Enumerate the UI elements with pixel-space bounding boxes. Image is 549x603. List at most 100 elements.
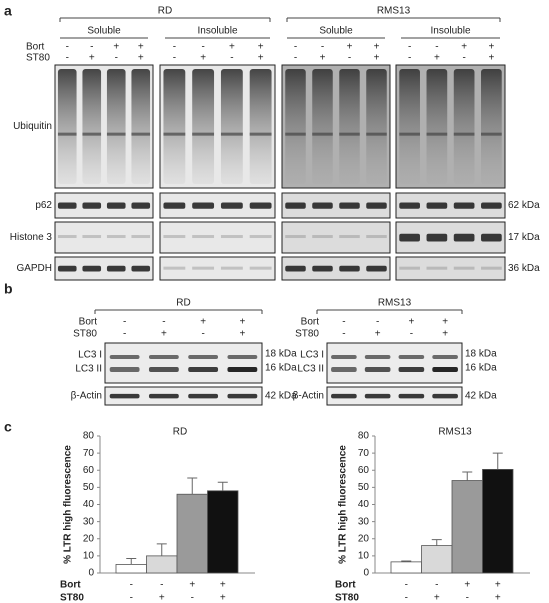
blot <box>104 342 263 384</box>
band <box>364 355 391 359</box>
label: - <box>66 53 69 64</box>
band <box>364 393 391 399</box>
label: + <box>189 580 195 591</box>
label: + <box>138 42 144 53</box>
band <box>312 265 333 272</box>
band <box>312 235 333 239</box>
lane-smear <box>426 69 448 184</box>
error-bar <box>187 477 198 495</box>
label: 0 <box>363 568 369 579</box>
band <box>453 233 475 242</box>
label: - <box>173 42 176 53</box>
label: LC3 II <box>75 364 102 375</box>
label: β-Actin <box>71 391 102 402</box>
bar <box>451 480 483 574</box>
blot <box>395 256 506 281</box>
bar <box>207 490 239 574</box>
label: + <box>442 329 448 340</box>
band <box>364 367 391 372</box>
band <box>331 393 357 399</box>
band <box>109 367 140 372</box>
band <box>163 266 186 270</box>
band <box>399 266 420 270</box>
label: 0 <box>88 568 94 579</box>
label: - <box>90 42 93 53</box>
label: Ubiquitin <box>13 121 52 132</box>
label: - <box>342 329 345 340</box>
lane-smear <box>192 69 215 184</box>
band <box>227 367 258 372</box>
band <box>82 132 102 136</box>
bar <box>390 561 422 574</box>
lane-smear <box>82 69 102 184</box>
band <box>366 235 387 239</box>
label: Bort <box>26 42 45 53</box>
label: - <box>173 53 176 64</box>
band <box>426 202 448 209</box>
label: + <box>347 42 353 53</box>
label: + <box>434 53 440 64</box>
label: % LTR high fluorescence <box>63 445 74 564</box>
band <box>192 266 215 270</box>
lane-smear <box>366 69 387 184</box>
error-bar <box>217 481 228 491</box>
error-bar <box>401 560 412 562</box>
label: RMS13 <box>377 6 411 17</box>
label: + <box>159 593 165 603</box>
label: + <box>442 317 448 328</box>
band <box>249 235 272 239</box>
band <box>227 393 258 399</box>
label: - <box>230 53 233 64</box>
band <box>285 132 306 136</box>
label: - <box>191 593 194 603</box>
label: p62 <box>35 200 52 211</box>
band <box>192 202 215 209</box>
band <box>131 235 151 239</box>
band <box>188 355 219 359</box>
label: 18 kDa <box>265 349 297 360</box>
label: + <box>434 593 440 603</box>
blot <box>54 221 154 254</box>
label: LC3 I <box>300 350 324 361</box>
band <box>188 367 219 372</box>
label: 17 kDa <box>508 232 540 243</box>
lane-smear <box>453 69 475 184</box>
band <box>131 132 151 136</box>
band <box>331 367 357 372</box>
band <box>453 132 475 136</box>
band <box>163 132 186 136</box>
label: 10 <box>83 551 95 562</box>
band <box>398 355 425 359</box>
band <box>57 235 77 239</box>
band <box>312 202 333 209</box>
label: + <box>461 42 467 53</box>
label: + <box>495 580 501 591</box>
label: Bort <box>60 580 81 591</box>
band <box>249 202 272 209</box>
label: 40 <box>358 499 370 510</box>
band <box>163 235 186 239</box>
label: 18 kDa <box>465 349 497 360</box>
band <box>109 355 140 359</box>
label: Bort <box>335 580 356 591</box>
error-bar <box>462 471 473 481</box>
label: + <box>200 53 206 64</box>
band <box>220 235 243 239</box>
blot <box>326 342 463 384</box>
band <box>398 393 425 399</box>
label: - <box>130 593 133 603</box>
label: a <box>4 3 12 19</box>
label: β-Actin <box>293 391 324 402</box>
band <box>148 393 179 399</box>
label: + <box>239 317 245 328</box>
label: - <box>123 317 126 328</box>
band <box>106 265 126 272</box>
error-bar <box>156 543 167 556</box>
label: + <box>89 53 95 64</box>
band <box>481 233 502 242</box>
band <box>220 266 243 270</box>
band <box>285 235 306 239</box>
label: - <box>160 580 163 591</box>
band <box>312 132 333 136</box>
